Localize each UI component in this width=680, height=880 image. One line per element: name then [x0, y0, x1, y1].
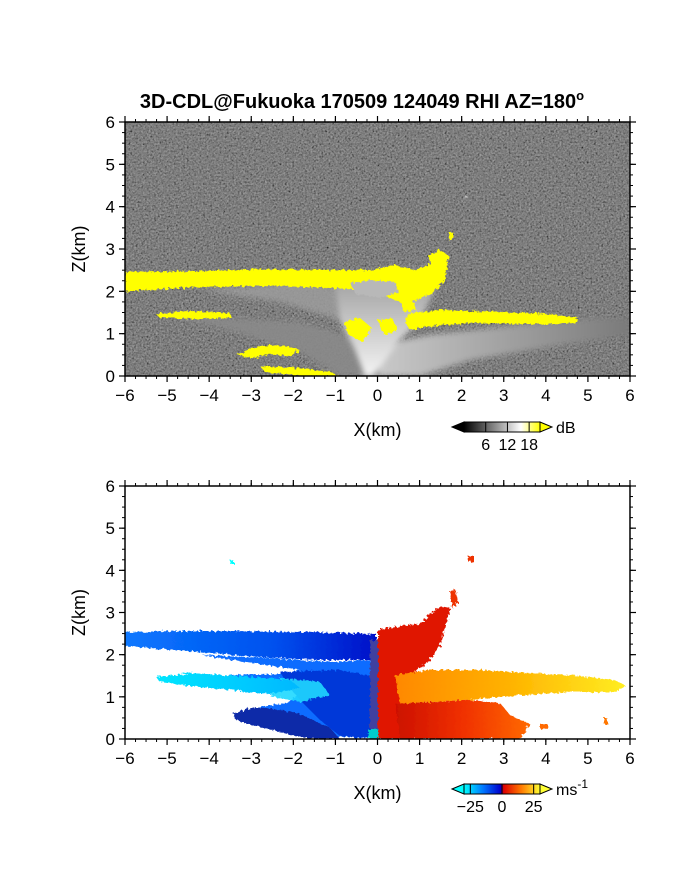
- x-tick-label: 0: [373, 749, 382, 768]
- colorbar-unit: ms-1: [556, 777, 588, 799]
- y-tick-label: 5: [106, 155, 115, 174]
- x-tick-label: −2: [284, 749, 303, 768]
- x-tick-label: −4: [199, 386, 218, 405]
- x-tick-label: 3: [499, 749, 508, 768]
- velocity-field: [125, 556, 626, 739]
- lower-right-red: [395, 700, 530, 739]
- x-tick-label: 5: [583, 749, 592, 768]
- upper-layer: [125, 258, 448, 304]
- middle-layer-left: [156, 311, 232, 319]
- y-tick-label: 0: [106, 730, 115, 749]
- x-axis-label: X(km): [354, 783, 402, 803]
- middle-layer-right: [405, 310, 578, 330]
- x-tick-label: 6: [625, 386, 634, 405]
- x-tick-label: −6: [115, 749, 134, 768]
- y-tick-label: 4: [106, 198, 115, 217]
- colorbar-tick-label: 18: [520, 437, 538, 454]
- y-tick-label: 3: [106, 240, 115, 259]
- x-tick-label: −6: [115, 386, 134, 405]
- chart-title: 3D-CDL@Fukuoka 170509 124049 RHI AZ=180o: [140, 88, 584, 113]
- colorbar-tick-label: 0: [498, 799, 507, 816]
- x-tick-label: 5: [583, 386, 592, 405]
- velocity-image: [125, 486, 630, 739]
- x-tick-label: −5: [157, 749, 176, 768]
- y-tick-label: 6: [106, 477, 115, 496]
- saturated-layers: [125, 196, 578, 376]
- y-tick-label: 4: [106, 561, 115, 580]
- middle-layer-right: [395, 670, 626, 704]
- y-tick-label: 6: [106, 113, 115, 132]
- velocity-colorbar: ms-1 −25 0 25: [450, 777, 588, 816]
- y-tick-label: 1: [106, 325, 115, 344]
- x-tick-label: 3: [499, 386, 508, 405]
- lower-layer: [236, 345, 300, 358]
- x-tick-label: −1: [326, 749, 345, 768]
- y-tick-label: 3: [106, 604, 115, 623]
- y-tick-label: 1: [106, 688, 115, 707]
- x-tick-label: 2: [457, 386, 466, 405]
- y-tick-label: 5: [106, 519, 115, 538]
- middle-layer-left-cyan: [156, 673, 300, 694]
- x-tick-label: −2: [284, 386, 303, 405]
- reflectivity-panel: −6 −5 −4 −3 −2 −1 0 1 2 3 4 5 6 0 1 2 3 4 5 6 X(km) Z(km): [69, 113, 636, 440]
- y-axis-label: Z(km): [69, 226, 89, 273]
- colorbar-tick-label: 12: [499, 437, 517, 454]
- colorbar-tick-label: 6: [481, 437, 490, 454]
- x-tick-label: 1: [415, 386, 424, 405]
- y-tick-label: 2: [106, 646, 115, 665]
- reflectivity-colorbar: dB 6 12 18: [450, 420, 576, 454]
- y-axis-label: Z(km): [69, 589, 89, 636]
- colorbar-tick-label: −25: [457, 799, 484, 816]
- colorbar-tick-label: 25: [525, 799, 543, 816]
- x-tick-label: −4: [199, 749, 218, 768]
- x-tick-label: 1: [415, 749, 424, 768]
- y-tick-label: 0: [106, 367, 115, 386]
- x-tick-label: 0: [373, 386, 382, 405]
- x-tick-label: 4: [541, 749, 550, 768]
- upper-layer-blue: [125, 631, 376, 660]
- x-tick-label: 2: [457, 749, 466, 768]
- x-axis-label: X(km): [354, 420, 402, 440]
- y-tick-label: 2: [106, 282, 115, 301]
- x-tick-label: 4: [541, 386, 550, 405]
- x-tick-label: 6: [625, 749, 634, 768]
- x-tick-label: −1: [326, 386, 345, 405]
- reflectivity-image: [125, 122, 630, 376]
- x-tick-label: −3: [242, 386, 261, 405]
- velocity-panel: −6 −5 −4 −3 −2 −1 0 1 2 3 4 5 6 0 1 2 3 4 5 6 X(km) Z(km): [69, 477, 636, 803]
- colorbar-unit: dB: [556, 420, 576, 437]
- x-tick-label: −5: [157, 386, 176, 405]
- near-surface-echo: [360, 318, 630, 376]
- x-tick-label: −3: [242, 749, 261, 768]
